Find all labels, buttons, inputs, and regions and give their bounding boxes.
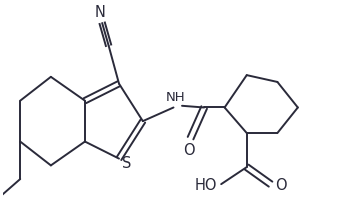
Text: O: O	[275, 178, 286, 193]
Text: HO: HO	[195, 178, 217, 193]
Text: N: N	[95, 5, 106, 20]
Text: S: S	[122, 156, 131, 171]
Text: NH: NH	[166, 91, 185, 104]
Text: O: O	[183, 143, 195, 158]
